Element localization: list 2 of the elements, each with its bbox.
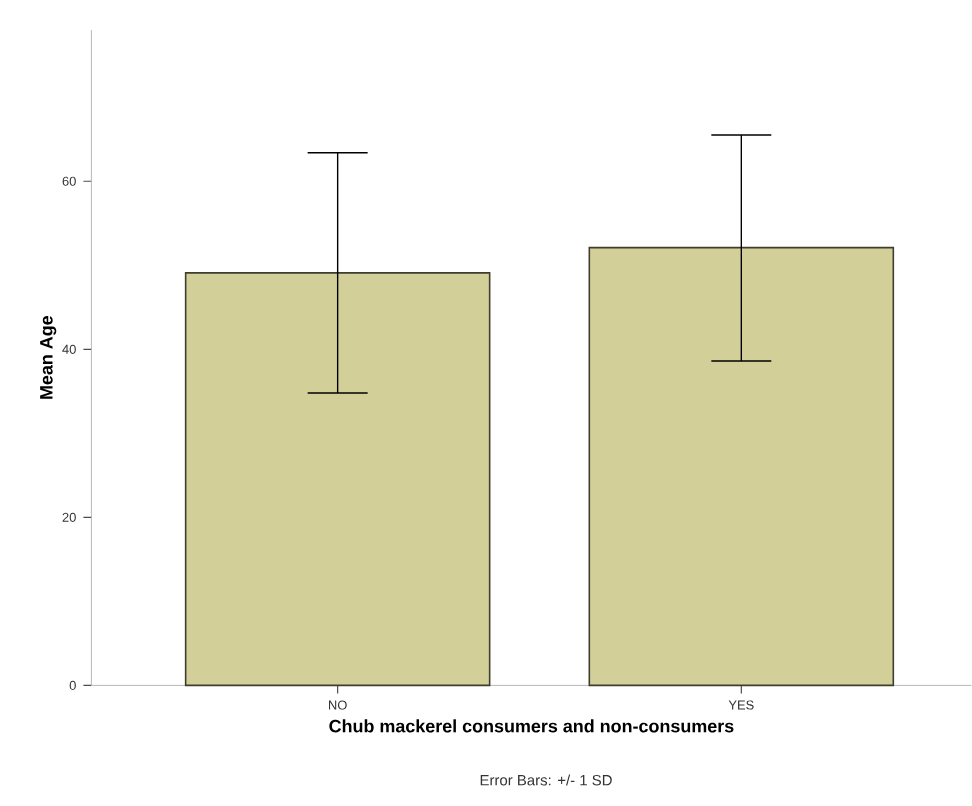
- y-axis-title: Mean Age: [40, 315, 57, 399]
- x-axis-title: Chub mackerel consumers and non-consumers: [329, 719, 734, 733]
